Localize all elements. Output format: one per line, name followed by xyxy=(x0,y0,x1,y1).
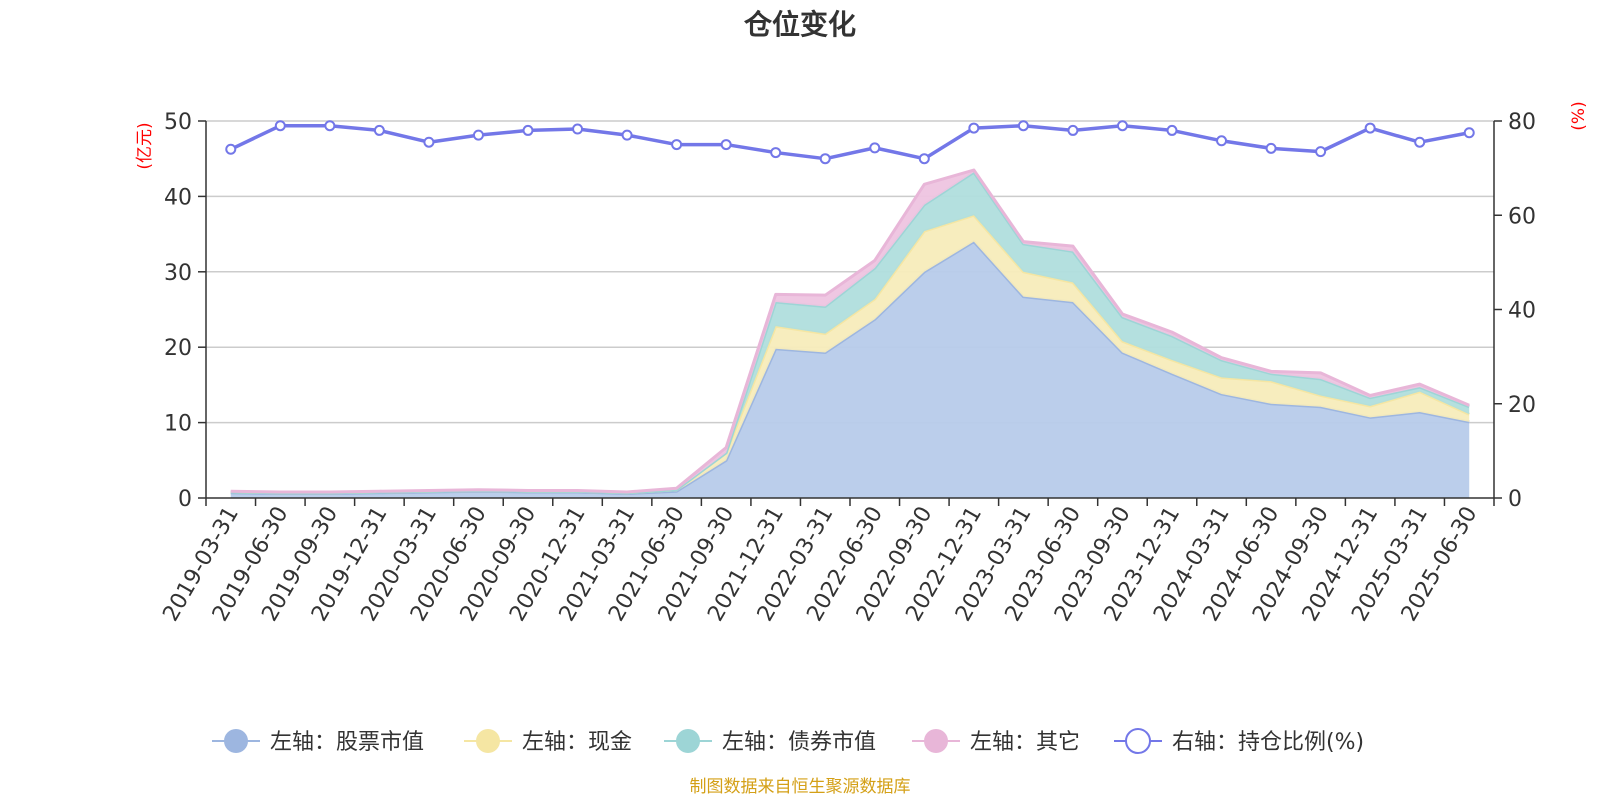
ratio-point xyxy=(373,124,385,136)
stacked-areas xyxy=(230,168,1470,498)
ratio-point xyxy=(720,139,732,151)
legend-label: 右轴：持仓比例(%) xyxy=(1172,730,1364,755)
ratio-point xyxy=(1414,136,1426,148)
legend-item[interactable]: 右轴：持仓比例(%) xyxy=(1114,728,1364,755)
ratio-line xyxy=(225,120,1475,165)
left-axis-tick-label: 50 xyxy=(164,110,192,135)
legend-marker xyxy=(1125,728,1151,754)
ratio-point xyxy=(1166,124,1178,136)
legend-item[interactable]: 左轴：股票市值 xyxy=(212,729,424,755)
ratio-point xyxy=(770,147,782,159)
ratio-point xyxy=(621,129,633,141)
legend-item[interactable]: 左轴：债券市值 xyxy=(664,729,876,755)
ratio-point xyxy=(225,143,237,155)
ratio-point xyxy=(522,124,534,136)
ratio-point xyxy=(1216,135,1228,147)
ratio-point xyxy=(1315,146,1327,158)
left-axis-tick-label: 0 xyxy=(178,487,192,512)
legend-item[interactable]: 左轴：现金 xyxy=(464,729,632,755)
right-axis-tick-label: 60 xyxy=(1508,204,1536,229)
left-axis-tick-label: 20 xyxy=(164,336,192,361)
legend-label: 左轴：其它 xyxy=(970,730,1080,755)
legend-marker xyxy=(924,729,948,753)
data-source-note: 制图数据来自恒生聚源数据库 xyxy=(690,777,911,797)
ratio-point xyxy=(1116,120,1128,132)
right-axis-tick-label: 80 xyxy=(1508,110,1536,135)
ratio-point xyxy=(671,139,683,151)
ratio-point xyxy=(1364,122,1376,134)
area-左轴：股票市值 xyxy=(230,241,1470,498)
ratio-point xyxy=(869,142,881,154)
left-axis-tick-label: 10 xyxy=(164,412,192,437)
ratio-point xyxy=(1017,120,1029,132)
ratio-point xyxy=(423,136,435,148)
ratio-point xyxy=(472,129,484,141)
ratio-point xyxy=(274,120,286,132)
chart-title: 仓位变化 xyxy=(744,8,856,41)
right-axis-tick-label: 0 xyxy=(1508,487,1522,512)
right-axis-unit: (%) xyxy=(1569,101,1589,130)
ratio-point xyxy=(1067,124,1079,136)
legend: 左轴：股票市值 左轴：现金 左轴：债券市值 左轴：其它 右轴：持仓比例(%) xyxy=(212,728,1364,755)
legend-marker xyxy=(224,729,248,753)
legend-marker xyxy=(676,729,700,753)
right-axis-tick-label: 40 xyxy=(1508,299,1536,324)
ratio-point xyxy=(1463,127,1475,139)
area-edge-左轴：其它 xyxy=(230,168,1470,494)
ratio-point xyxy=(968,122,980,134)
ratio-line-path xyxy=(230,123,1470,161)
legend-item[interactable]: 左轴：其它 xyxy=(912,729,1080,755)
legend-label: 左轴：债券市值 xyxy=(722,730,876,755)
ratio-point xyxy=(324,120,336,132)
left-axis-tick-label: 40 xyxy=(164,185,192,210)
ratio-point xyxy=(572,123,584,135)
legend-label: 左轴：现金 xyxy=(522,730,632,755)
right-axis-tick-label: 20 xyxy=(1508,393,1536,418)
legend-label: 左轴：股票市值 xyxy=(270,730,424,755)
left-axis-unit: (亿元) xyxy=(135,122,155,169)
ratio-point xyxy=(819,153,831,165)
left-axis-tick-label: 30 xyxy=(164,261,192,286)
ratio-point xyxy=(1265,142,1277,154)
legend-marker xyxy=(476,729,500,753)
ratio-point xyxy=(918,153,930,165)
